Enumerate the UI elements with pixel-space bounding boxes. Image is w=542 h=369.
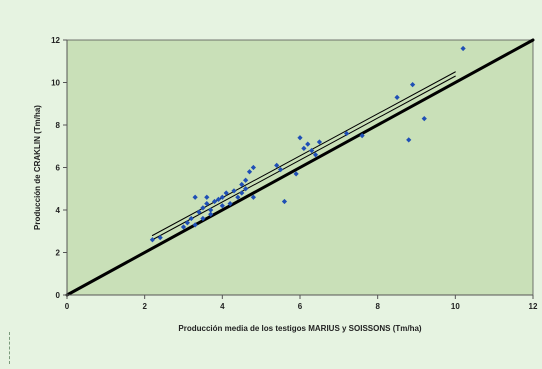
data-point <box>180 224 187 230</box>
data-point <box>157 235 163 241</box>
data-point <box>301 145 307 151</box>
data-point <box>410 82 416 88</box>
data-point <box>250 164 256 171</box>
data-point <box>243 186 249 192</box>
data-point <box>421 116 427 122</box>
data-point <box>192 194 198 200</box>
y-axis-label: Producción de CRAKLIN (Tm/ha) <box>33 105 42 230</box>
data-point <box>204 201 210 207</box>
y-tick-label: 2 <box>56 249 61 258</box>
data-point <box>277 167 284 173</box>
axes-layer: 0 2 4 6 8 10 12 0 2 4 6 8 10 12 <box>51 36 538 311</box>
data-point <box>192 222 198 228</box>
data-point <box>200 215 206 222</box>
data-point <box>211 198 218 205</box>
data-point <box>149 237 156 243</box>
data-point <box>227 201 233 207</box>
data-point <box>309 147 315 154</box>
data-point <box>344 130 350 137</box>
data-point <box>246 169 253 175</box>
y-tick-label: 4 <box>56 206 61 215</box>
data-point <box>250 194 256 200</box>
x-axis-label: Producción media de los testigos MARIUS … <box>178 324 421 333</box>
data-point <box>359 133 365 139</box>
data-point <box>394 94 400 100</box>
data-point <box>231 188 237 194</box>
y-tick-label: 6 <box>56 164 61 173</box>
y-tick-label: 10 <box>51 79 60 88</box>
data-point <box>239 190 245 196</box>
x-tick-label: 6 <box>298 302 303 311</box>
regression-parallel-line <box>151 75 456 241</box>
data-point <box>312 152 319 158</box>
data-point <box>235 194 241 200</box>
data-point <box>200 205 206 211</box>
data-point <box>208 207 214 213</box>
data-point <box>188 215 194 222</box>
data-point <box>305 141 311 147</box>
data-point <box>293 171 299 177</box>
data-point <box>316 139 323 145</box>
data-point <box>274 162 280 168</box>
x-tick-label: 12 <box>529 302 538 311</box>
x-tick-label: 10 <box>451 302 460 311</box>
dashed-edge <box>9 332 11 364</box>
data-point <box>215 196 222 202</box>
y-tick-label: 0 <box>56 291 61 300</box>
x-tick-label: 4 <box>220 302 225 311</box>
data-point <box>184 220 190 226</box>
data-point <box>196 209 202 215</box>
y-tick-label: 8 <box>56 121 61 130</box>
data-point <box>223 190 229 196</box>
data-point <box>208 211 214 217</box>
data-point <box>281 198 288 205</box>
y-tick-label: 12 <box>51 36 60 45</box>
data-point <box>219 203 225 209</box>
data-point <box>297 135 303 141</box>
data-point <box>406 137 412 143</box>
x-tick-label: 0 <box>65 302 70 311</box>
data-point <box>460 45 466 52</box>
points-layer <box>149 45 466 243</box>
data-point <box>243 177 249 183</box>
identity-line <box>65 38 535 297</box>
x-tick-label: 8 <box>375 302 380 311</box>
data-point <box>239 181 245 188</box>
data-point <box>204 194 210 200</box>
x-tick-label: 2 <box>142 302 147 311</box>
data-point <box>219 194 225 200</box>
